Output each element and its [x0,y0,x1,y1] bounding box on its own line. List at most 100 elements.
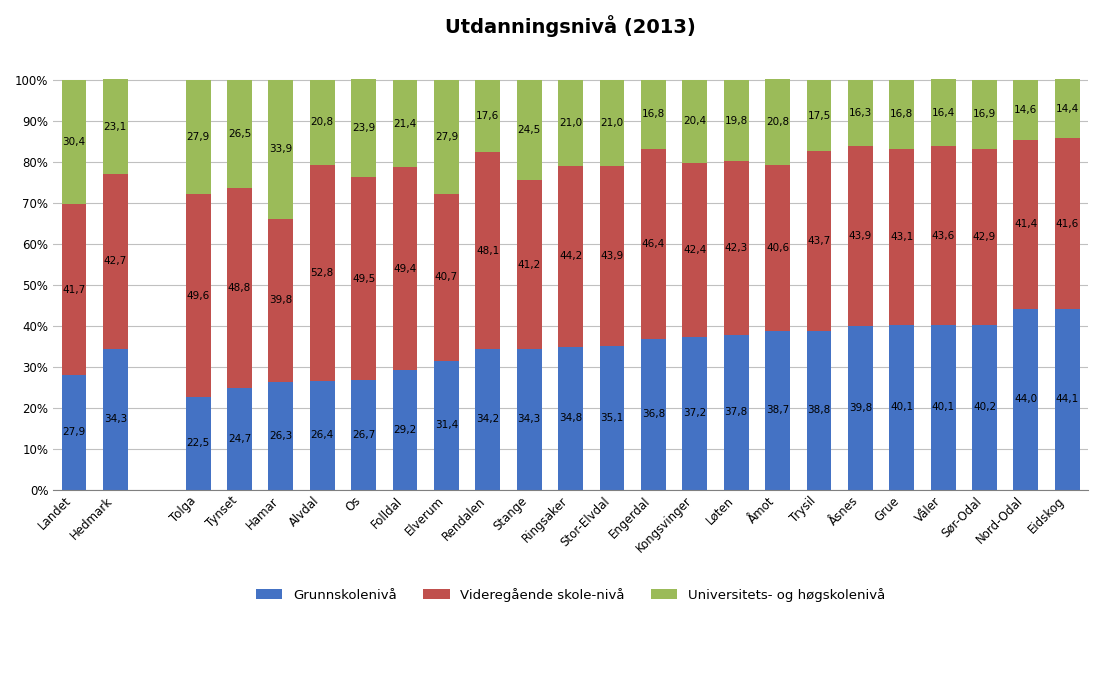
Text: 21,0: 21,0 [559,118,582,128]
Text: 16,9: 16,9 [973,109,996,119]
Text: 43,6: 43,6 [932,231,955,241]
Text: 48,1: 48,1 [476,246,500,256]
Legend: Grunnskolenivå, Videregående skole-nivå, Universitets- og høgskolenivå: Grunnskolenivå, Videregående skole-nivå,… [250,583,890,607]
Text: 40,6: 40,6 [765,243,789,253]
Text: 16,3: 16,3 [848,108,872,118]
Bar [600,166,624,346]
Text: 40,1: 40,1 [932,402,955,413]
Bar [641,339,666,489]
Bar [1054,79,1080,138]
Text: 40,7: 40,7 [435,273,458,282]
Bar [310,165,334,381]
Text: 39,8: 39,8 [269,295,292,305]
Bar [62,204,86,375]
Bar [683,337,707,489]
Bar [517,349,542,489]
Bar [268,79,293,219]
Text: 43,9: 43,9 [600,251,623,261]
Text: 48,8: 48,8 [228,283,251,293]
Bar [227,388,251,489]
Bar [517,79,542,180]
Text: 43,7: 43,7 [807,236,831,246]
Bar [765,79,790,164]
Text: 52,8: 52,8 [311,268,334,278]
Text: 26,4: 26,4 [311,431,334,441]
Bar [806,151,832,330]
Text: 27,9: 27,9 [186,132,210,142]
Bar [641,79,666,148]
Text: 24,7: 24,7 [228,434,251,444]
Text: 23,9: 23,9 [352,123,375,133]
Text: 27,9: 27,9 [62,427,86,437]
Bar [103,79,128,174]
Text: 14,6: 14,6 [1015,105,1038,114]
Text: 37,8: 37,8 [725,407,748,417]
Bar [62,79,86,204]
Text: 41,2: 41,2 [517,259,540,270]
Text: 40,2: 40,2 [973,402,996,412]
Bar [433,361,459,489]
Bar [641,148,666,339]
Bar [889,148,914,325]
Text: 29,2: 29,2 [394,424,417,435]
Text: 46,4: 46,4 [642,238,665,249]
Bar [683,163,707,337]
Text: 16,8: 16,8 [890,109,913,119]
Text: 31,4: 31,4 [435,420,458,430]
Bar [558,347,583,489]
Text: 37,2: 37,2 [683,408,706,418]
Bar [931,325,955,489]
Bar [600,346,624,489]
Text: 30,4: 30,4 [63,137,86,147]
Text: 33,9: 33,9 [269,144,292,154]
Bar [724,335,749,489]
Text: 26,5: 26,5 [228,129,251,139]
Text: 44,1: 44,1 [1056,395,1079,404]
Bar [475,349,501,489]
Bar [1014,139,1038,309]
Text: 17,5: 17,5 [807,111,831,121]
Bar [1054,309,1080,489]
Text: 41,4: 41,4 [1015,220,1038,229]
Bar [724,161,749,335]
Text: 38,8: 38,8 [807,405,831,415]
Text: 26,7: 26,7 [352,430,375,440]
Bar [351,177,376,380]
Bar [972,149,997,325]
Bar [724,80,749,161]
Text: 22,5: 22,5 [186,438,210,448]
Bar [268,382,293,489]
Bar [1014,309,1038,489]
Bar [931,79,955,146]
Bar [1014,79,1038,139]
Text: 42,7: 42,7 [104,256,127,266]
Text: 42,4: 42,4 [683,245,706,255]
Bar [433,194,459,361]
Bar [185,194,211,397]
Text: 36,8: 36,8 [642,409,665,419]
Text: 49,4: 49,4 [394,263,417,274]
Bar [558,166,583,347]
Text: 34,2: 34,2 [476,415,500,424]
Bar [972,79,997,149]
Text: 20,4: 20,4 [683,116,706,126]
Text: 19,8: 19,8 [725,116,748,125]
Text: 41,6: 41,6 [1056,219,1079,229]
Bar [227,188,251,388]
Text: 20,8: 20,8 [765,117,789,127]
Bar [103,349,128,489]
Text: 41,7: 41,7 [62,284,86,295]
Text: 27,9: 27,9 [435,132,458,142]
Text: 17,6: 17,6 [476,111,500,121]
Text: 49,6: 49,6 [186,291,210,300]
Bar [931,146,955,325]
Bar [848,79,872,146]
Text: 43,9: 43,9 [848,231,872,241]
Text: 24,5: 24,5 [517,125,540,135]
Bar [103,174,128,349]
Text: 34,3: 34,3 [517,414,540,424]
Text: 38,7: 38,7 [765,405,789,415]
Bar [310,381,334,489]
Bar [600,79,624,166]
Bar [558,79,583,166]
